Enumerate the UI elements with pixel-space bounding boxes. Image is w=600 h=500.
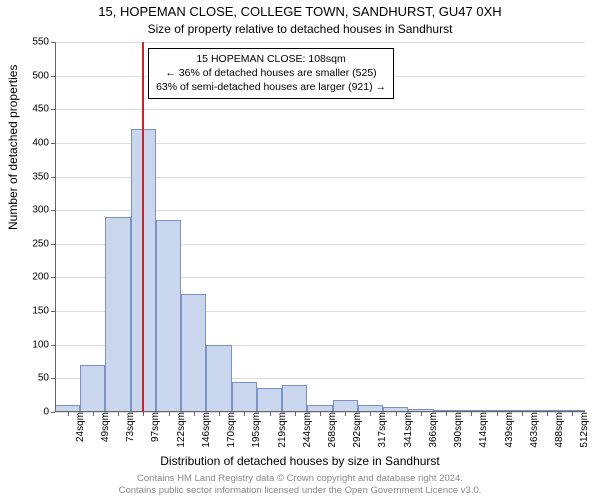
histogram-bar [206,345,231,412]
chart-subtitle: Size of property relative to detached ho… [0,22,600,36]
x-axis [55,411,585,412]
x-tick-mark [522,412,523,416]
x-tick-mark [421,412,422,416]
x-tick-mark [68,412,69,416]
x-tick-mark [396,412,397,416]
annotation-box: 15 HOPEMAN CLOSE: 108sqm ← 36% of detache… [148,48,394,99]
x-tick-label: 488sqm [550,412,565,448]
x-tick-label: 49sqm [96,412,111,442]
chart-container: 15, HOPEMAN CLOSE, COLLEGE TOWN, SANDHUR… [0,0,600,500]
plot-area: 05010015020025030035040045050055024sqm49… [55,42,585,412]
x-tick-mark [320,412,321,416]
x-tick-label: 73sqm [121,412,136,442]
x-tick-label: 414sqm [474,412,489,448]
x-tick-label: 219sqm [273,412,288,448]
property-marker-line [142,42,144,412]
x-tick-mark [93,412,94,416]
x-tick-mark [345,412,346,416]
x-tick-label: 97sqm [146,412,161,442]
x-tick-label: 24sqm [71,412,86,442]
x-tick-label: 244sqm [298,412,313,448]
x-tick-mark [169,412,170,416]
gridline [55,42,585,43]
x-tick-mark [471,412,472,416]
x-tick-label: 195sqm [247,412,262,448]
x-tick-label: 146sqm [197,412,212,448]
histogram-bar [181,294,206,412]
x-axis-label: Distribution of detached houses by size … [0,454,600,468]
x-tick-label: 439sqm [500,412,515,448]
x-tick-mark [194,412,195,416]
x-tick-mark [244,412,245,416]
x-tick-mark [446,412,447,416]
x-tick-label: 317sqm [373,412,388,448]
x-tick-mark [295,412,296,416]
x-tick-label: 390sqm [449,412,464,448]
x-tick-label: 366sqm [424,412,439,448]
x-tick-label: 341sqm [399,412,414,448]
x-tick-mark [219,412,220,416]
histogram-bar [156,220,181,412]
histogram-bar [80,365,105,412]
x-tick-mark [370,412,371,416]
x-tick-label: 512sqm [575,412,590,448]
x-tick-label: 292sqm [348,412,363,448]
histogram-bar [232,382,257,412]
annotation-line1: 15 HOPEMAN CLOSE: 108sqm [196,53,345,65]
x-tick-mark [270,412,271,416]
attribution-line2: Contains public sector information licen… [119,485,482,496]
y-axis-label: Number of detached properties [6,65,20,230]
gridline [55,109,585,110]
x-tick-label: 268sqm [323,412,338,448]
x-tick-mark [143,412,144,416]
x-tick-label: 170sqm [222,412,237,448]
x-tick-label: 122sqm [172,412,187,448]
attribution: Contains HM Land Registry data © Crown c… [0,473,600,496]
annotation-line3: 63% of semi-detached houses are larger (… [156,81,386,93]
x-tick-label: 463sqm [525,412,540,448]
annotation-line2: ← 36% of detached houses are smaller (52… [165,67,376,79]
y-axis [55,42,56,412]
x-tick-mark [497,412,498,416]
x-tick-mark [118,412,119,416]
y-tick-mark [51,412,55,413]
histogram-bar [282,385,307,412]
chart-title: 15, HOPEMAN CLOSE, COLLEGE TOWN, SANDHUR… [0,4,600,19]
attribution-line1: Contains HM Land Registry data © Crown c… [137,473,463,484]
x-tick-mark [572,412,573,416]
histogram-bar [105,217,130,412]
histogram-bar [257,388,282,412]
x-tick-mark [547,412,548,416]
